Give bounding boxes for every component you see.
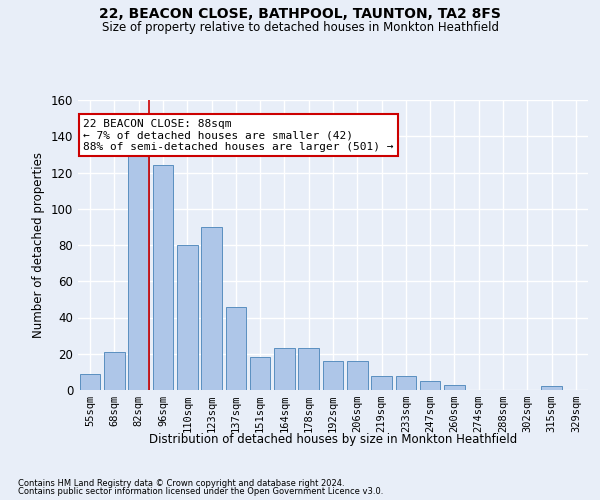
Bar — [250, 358, 271, 390]
Text: 22, BEACON CLOSE, BATHPOOL, TAUNTON, TA2 8FS: 22, BEACON CLOSE, BATHPOOL, TAUNTON, TA2… — [99, 8, 501, 22]
Bar — [177, 245, 197, 390]
Bar — [420, 381, 440, 390]
Bar — [395, 376, 416, 390]
Text: Contains HM Land Registry data © Crown copyright and database right 2024.: Contains HM Land Registry data © Crown c… — [18, 478, 344, 488]
Bar — [347, 361, 368, 390]
Bar — [371, 376, 392, 390]
Bar — [541, 386, 562, 390]
Bar — [104, 352, 125, 390]
Bar — [323, 361, 343, 390]
Bar — [201, 227, 222, 390]
Text: Contains public sector information licensed under the Open Government Licence v3: Contains public sector information licen… — [18, 487, 383, 496]
Text: Size of property relative to detached houses in Monkton Heathfield: Size of property relative to detached ho… — [101, 21, 499, 34]
Bar — [226, 306, 246, 390]
Bar — [152, 165, 173, 390]
Bar — [80, 374, 100, 390]
Y-axis label: Number of detached properties: Number of detached properties — [32, 152, 45, 338]
Bar — [274, 348, 295, 390]
Bar — [128, 152, 149, 390]
Bar — [298, 348, 319, 390]
Text: 22 BEACON CLOSE: 88sqm
← 7% of detached houses are smaller (42)
88% of semi-deta: 22 BEACON CLOSE: 88sqm ← 7% of detached … — [83, 119, 394, 152]
Text: Distribution of detached houses by size in Monkton Heathfield: Distribution of detached houses by size … — [149, 432, 517, 446]
Bar — [444, 384, 465, 390]
